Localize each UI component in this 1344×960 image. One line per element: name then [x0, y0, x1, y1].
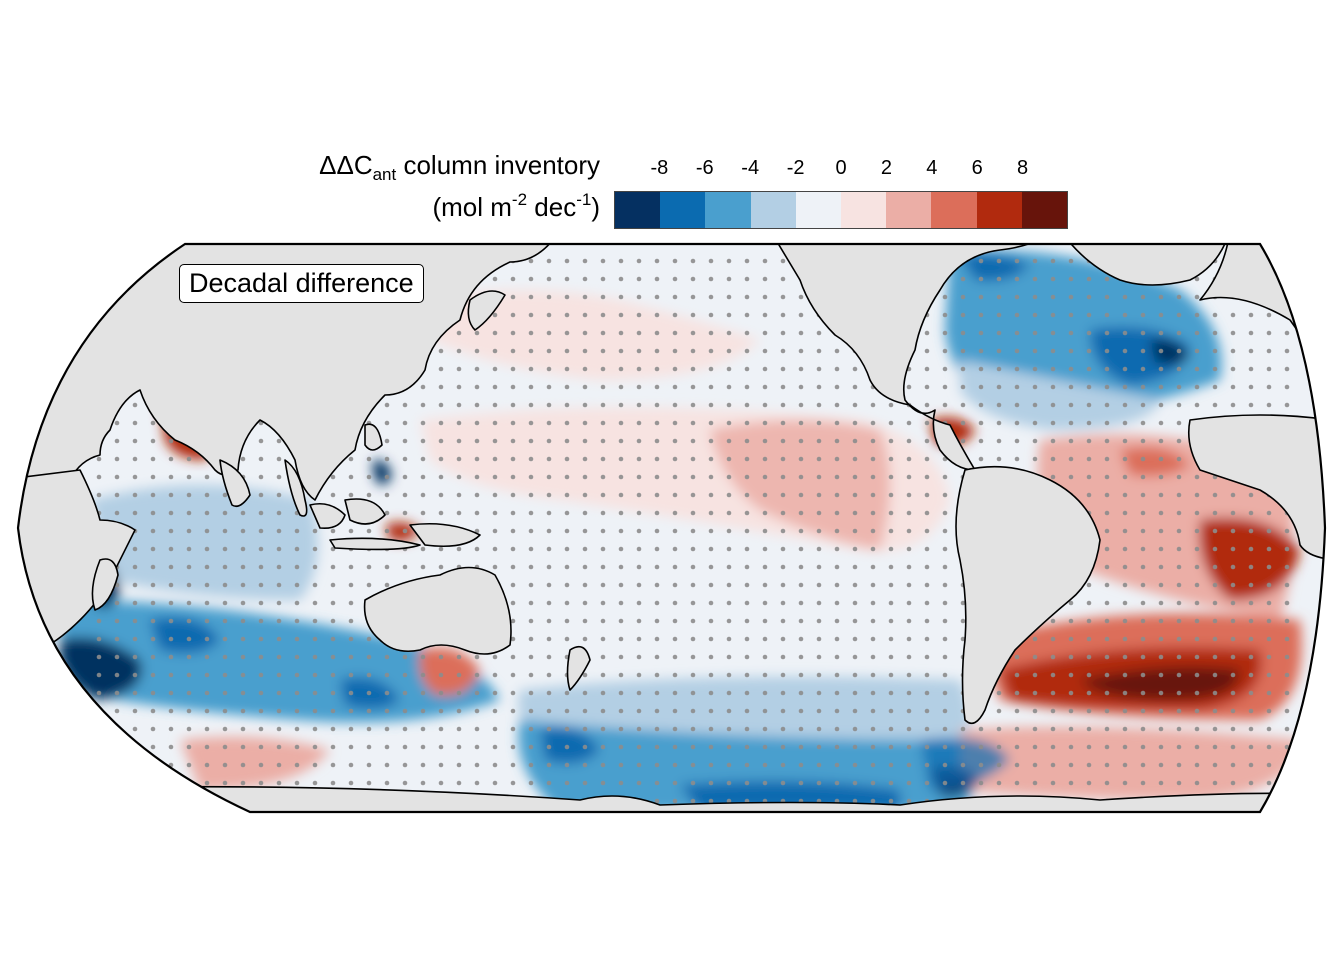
- colorbar-tick-label: 0: [835, 157, 847, 179]
- colorbar-swatch: [841, 192, 887, 228]
- colorbar: [614, 191, 1068, 229]
- colorbar-swatch: [750, 192, 796, 228]
- colorbar-tick-label: -6: [695, 157, 714, 179]
- colorbar-swatch: [795, 192, 842, 228]
- panel-label: Decadal difference: [179, 264, 424, 303]
- colorbar-swatch: [976, 192, 1022, 228]
- colorbar-swatch: [660, 192, 706, 228]
- colorbar-tick-label: -2: [786, 157, 805, 179]
- colorbar-swatch: [886, 192, 932, 228]
- colorbar-swatch: [615, 192, 661, 228]
- colorbar-swatch: [705, 192, 751, 228]
- colorbar-swatch: [1021, 192, 1068, 228]
- colorbar-tick-label: 2: [880, 157, 892, 179]
- legend-title: ΔΔCant column inventory: [319, 150, 600, 184]
- map-frame: [16, 242, 1327, 814]
- colorbar-tick-label: 6: [971, 157, 983, 179]
- colorbar-swatch: [931, 192, 977, 228]
- colorbar-tick-label: 8: [1017, 157, 1029, 179]
- legend-unit: (mol m-2 dec-1): [432, 190, 600, 222]
- colorbar-tick-label: -4: [741, 157, 760, 179]
- colorbar-tick-label: -8: [650, 157, 669, 179]
- colorbar-tick-label: 4: [926, 157, 938, 179]
